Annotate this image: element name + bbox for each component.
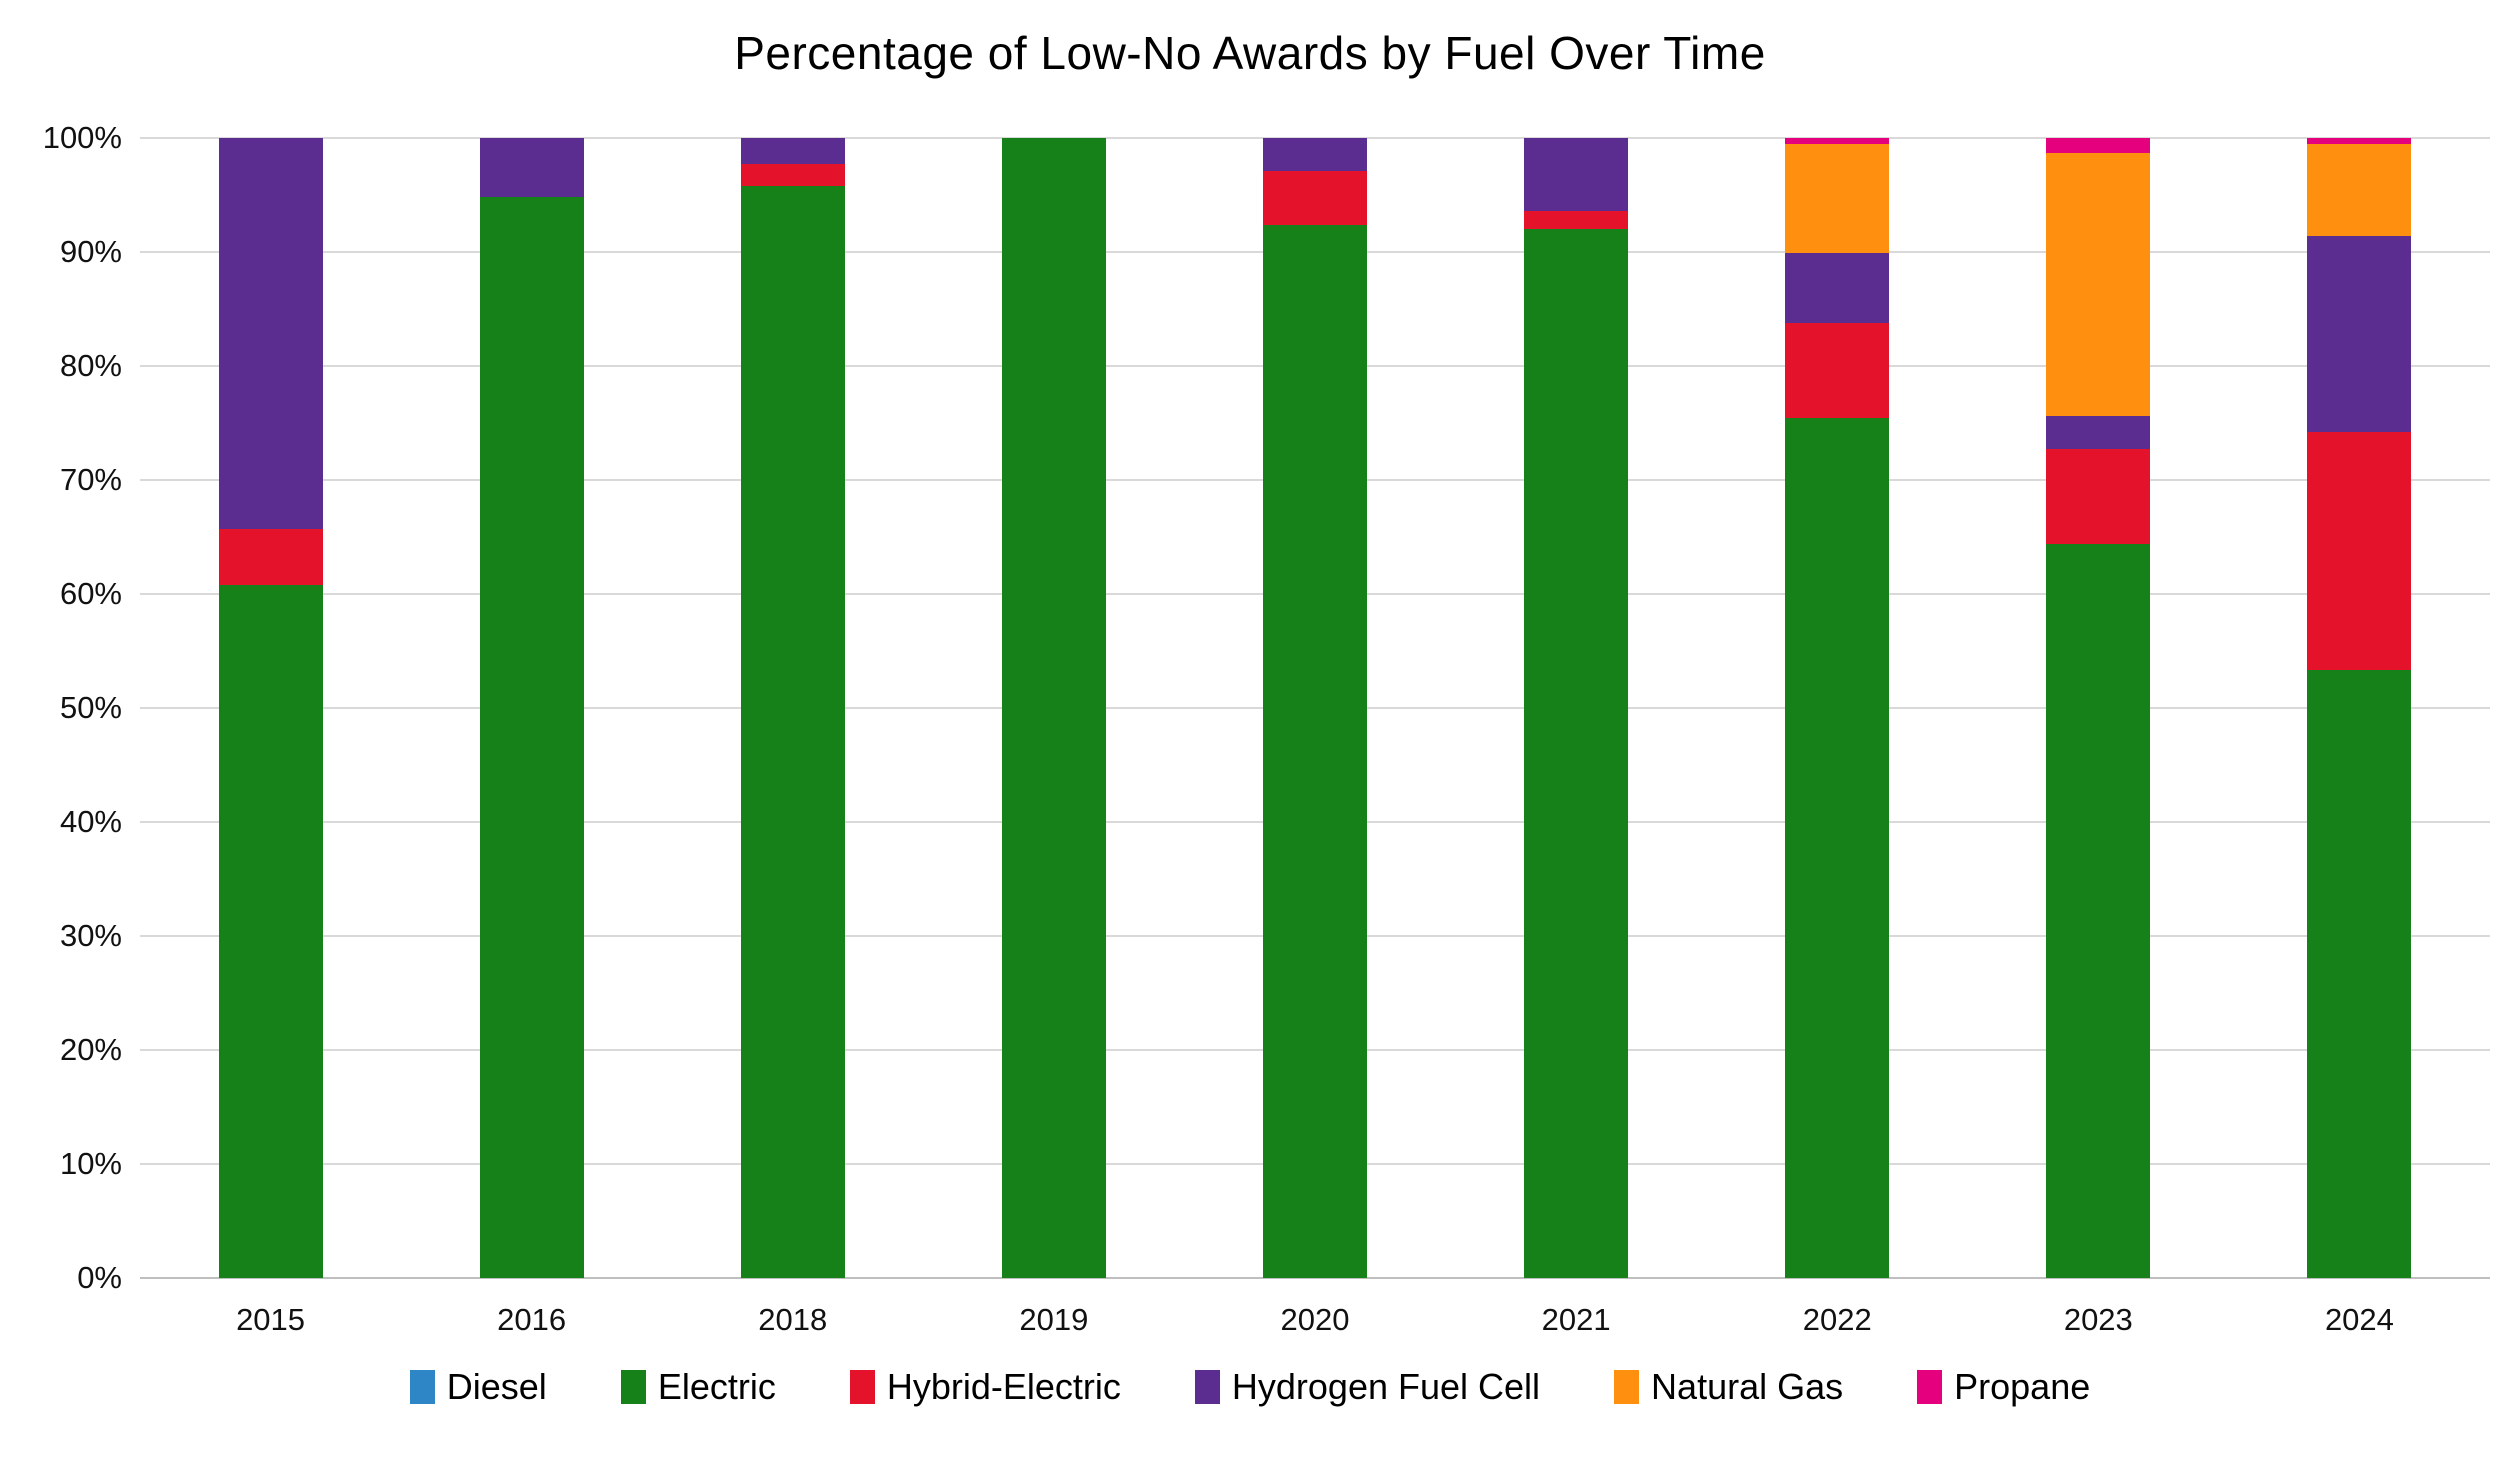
legend-swatch-icon xyxy=(409,1370,435,1404)
stacked-bar-2020 xyxy=(1262,138,1367,1278)
bar-segment-hydrogen-fuel-cell xyxy=(1524,138,1629,211)
x-tick-label: 2019 xyxy=(1019,1302,1089,1337)
x-axis: 2015 2016 2018 2019 2020 2021 2022 2023 2024 xyxy=(140,1302,2490,1338)
legend-item-hybrid-electric: Hybrid-Electric xyxy=(849,1366,1121,1408)
bar-segment-hydrogen-fuel-cell xyxy=(2307,236,2412,433)
x-tick-label: 2020 xyxy=(1280,1302,1350,1337)
bar-segment-electric xyxy=(1262,224,1367,1278)
bar-segment-hybrid-electric xyxy=(218,529,323,585)
bar-column-2021 xyxy=(1446,138,1707,1278)
bar-column-2024 xyxy=(2229,138,2490,1278)
stacked-bar-2024 xyxy=(2307,138,2412,1278)
stacked-bar-2022 xyxy=(1785,138,1890,1278)
y-tick-label: 80% xyxy=(59,348,122,383)
bar-segment-electric xyxy=(1785,418,1890,1278)
gridline xyxy=(140,1277,2490,1279)
bar-column-2018 xyxy=(662,138,923,1278)
legend-item-electric: Electric xyxy=(620,1366,776,1408)
bar-segment-hybrid-electric xyxy=(1524,210,1629,230)
y-tick-label: 30% xyxy=(59,918,122,953)
legend-swatch-icon xyxy=(1614,1370,1640,1404)
plot-area xyxy=(140,137,2490,1279)
legend-swatch-icon xyxy=(849,1370,875,1404)
bar-segment-hydrogen-fuel-cell xyxy=(1785,253,1890,323)
stacked-bar-2019 xyxy=(1001,138,1106,1278)
legend-item-propane: Propane xyxy=(1917,1366,2090,1408)
bar-segment-natural-gas xyxy=(2046,152,2151,417)
bar-segment-electric xyxy=(1001,138,1106,1278)
y-tick-label: 40% xyxy=(59,804,122,839)
x-tick-label: 2018 xyxy=(758,1302,828,1337)
x-tick-label: 2016 xyxy=(497,1302,567,1337)
bar-column-2022 xyxy=(1707,138,1968,1278)
y-tick-label: 20% xyxy=(59,1032,122,1067)
bar-segment-natural-gas xyxy=(1785,143,1890,254)
bar-segment-hybrid-electric xyxy=(1785,322,1890,419)
x-tick-label: 2021 xyxy=(1541,1302,1611,1337)
bar-segment-hydrogen-fuel-cell xyxy=(1262,138,1367,172)
bar-segment-hydrogen-fuel-cell xyxy=(479,138,584,198)
legend-label: Hybrid-Electric xyxy=(886,1366,1121,1407)
legend-item-hydrogen-fuel-cell: Hydrogen Fuel Cell xyxy=(1194,1366,1541,1408)
bar-segment-electric xyxy=(479,197,584,1278)
y-tick-label: 60% xyxy=(59,576,122,611)
y-axis: 0% 10% 20% 30% 40% 50% 60% 70% 80% 90% 100% xyxy=(0,120,122,1295)
x-tick-label: 2024 xyxy=(2324,1302,2394,1337)
stacked-bar-2016 xyxy=(479,138,584,1278)
bar-segment-hydrogen-fuel-cell xyxy=(2046,416,2151,450)
bar-segment-natural-gas xyxy=(2307,143,2412,237)
stacked-bar-2015 xyxy=(218,138,323,1278)
bar-column-2016 xyxy=(401,138,662,1278)
y-tick-label: 0% xyxy=(77,1260,122,1295)
legend-item-diesel: Diesel xyxy=(409,1366,547,1408)
legend-label: Electric xyxy=(657,1366,776,1407)
stacked-bar-2023 xyxy=(2046,138,2151,1278)
legend-swatch-icon xyxy=(1194,1370,1220,1404)
bar-segment-electric xyxy=(218,584,323,1278)
bar-segment-electric xyxy=(1524,229,1629,1278)
legend-label: Natural Gas xyxy=(1651,1366,1844,1407)
x-tick-label: 2015 xyxy=(236,1302,306,1337)
y-tick-label: 90% xyxy=(59,234,122,269)
y-tick-label: 100% xyxy=(42,120,122,155)
legend: Diesel Electric Hybrid-Electric Hydrogen Fu… xyxy=(0,1366,2500,1408)
y-tick-label: 10% xyxy=(59,1146,122,1181)
bar-segment-hydrogen-fuel-cell xyxy=(740,138,845,165)
legend-swatch-icon xyxy=(1917,1370,1943,1404)
stacked-bar-2018 xyxy=(740,138,845,1278)
bar-segment-hybrid-electric xyxy=(740,164,845,186)
legend-label: Diesel xyxy=(446,1366,547,1407)
legend-label: Propane xyxy=(1954,1366,2091,1407)
bar-column-2023 xyxy=(1968,138,2229,1278)
chart-title: Percentage of Low-No Awards by Fuel Over… xyxy=(734,27,1766,79)
x-tick-label: 2023 xyxy=(2063,1302,2133,1337)
bar-segment-electric xyxy=(2307,670,2412,1278)
gridline xyxy=(140,137,2490,139)
bar-segment-propane xyxy=(2307,138,2412,144)
bar-segment-hybrid-electric xyxy=(1262,171,1367,225)
bar-segment-propane xyxy=(1785,138,1890,144)
bar-column-2015 xyxy=(140,138,401,1278)
bars-layer xyxy=(140,138,2490,1278)
bar-column-2019 xyxy=(923,138,1184,1278)
bar-column-2020 xyxy=(1184,138,1445,1278)
bar-segment-hydrogen-fuel-cell xyxy=(218,138,323,530)
legend-label: Hydrogen Fuel Cell xyxy=(1231,1366,1541,1407)
bar-segment-electric xyxy=(740,185,845,1278)
y-tick-label: 50% xyxy=(59,690,122,725)
y-tick-label: 70% xyxy=(59,462,122,497)
bar-segment-hybrid-electric xyxy=(2046,449,2151,544)
x-tick-label: 2022 xyxy=(1802,1302,1872,1337)
bar-segment-hybrid-electric xyxy=(2307,432,2412,671)
stacked-bar-2021 xyxy=(1524,138,1629,1278)
legend-swatch-icon xyxy=(620,1370,646,1404)
bar-segment-propane xyxy=(2046,138,2151,153)
bar-segment-electric xyxy=(2046,543,2151,1278)
legend-item-natural-gas: Natural Gas xyxy=(1614,1366,1843,1408)
